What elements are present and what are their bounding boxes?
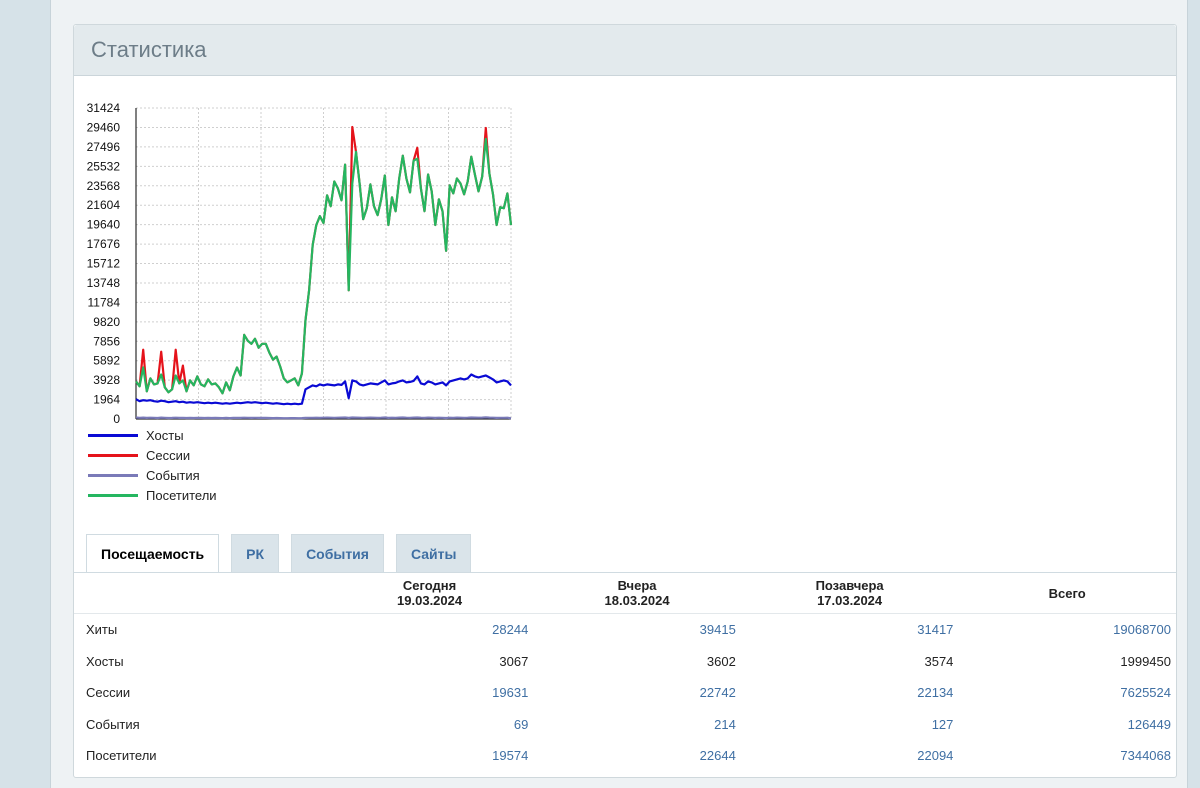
- tab-attendance[interactable]: Посещаемость: [86, 534, 220, 573]
- row-label-sessions: Сессии: [86, 685, 131, 701]
- events-total[interactable]: 126449: [1127, 716, 1171, 732]
- right-gutter: [1187, 0, 1200, 788]
- legend-events-label: События: [146, 467, 200, 483]
- events-day-before[interactable]: 127: [931, 716, 954, 732]
- visitors-today[interactable]: 19574: [492, 748, 529, 764]
- legend-visitors-swatch: [88, 493, 138, 497]
- hits-day-before[interactable]: 31417: [917, 622, 954, 638]
- legend-item-visitors: Посетители: [88, 485, 217, 505]
- table-row: Посетители 19574 22644 22094 7344068: [74, 740, 1176, 772]
- header-total: Всего: [958, 573, 1176, 614]
- y-tick-label: 13748: [87, 276, 121, 290]
- hosts-yesterday: 3602: [706, 653, 736, 669]
- sessions-total[interactable]: 7625524: [1120, 685, 1171, 701]
- header-empty: [74, 573, 326, 614]
- header-today: Сегодня 19.03.2024: [325, 573, 534, 614]
- y-tick-label: 19640: [87, 218, 121, 232]
- visitors-yesterday[interactable]: 22644: [699, 748, 736, 764]
- legend-item-events: События: [88, 465, 217, 485]
- left-gutter: [0, 0, 51, 788]
- legend-hosts-label: Хосты: [146, 427, 184, 443]
- chart-svg: 3142429460274962553223568216041964017676…: [87, 101, 527, 442]
- y-tick-label: 15712: [87, 257, 121, 271]
- y-tick-label: 11784: [88, 295, 121, 309]
- hosts-today: 3067: [499, 653, 529, 669]
- attendance-chart: 31424 29460 27496 25532 23568 21604 19640 17676…: [84, 95, 544, 442]
- y-tick-label: 31424: [87, 101, 121, 115]
- y-tick-label: 5892: [93, 354, 120, 368]
- stats-table-area: Сегодня 19.03.2024 Вчера 18.03.2024 Позавч…: [74, 572, 1176, 772]
- tab-sites[interactable]: Сайты: [395, 534, 472, 572]
- row-label-visitors: Посетители: [86, 748, 157, 764]
- row-label-events: События: [86, 716, 140, 732]
- y-tick-label: 3928: [93, 373, 120, 387]
- sessions-day-before[interactable]: 22134: [917, 685, 954, 701]
- visitors-series-line: [135, 137, 513, 395]
- legend-item-sessions: Сессии: [88, 445, 217, 465]
- hits-total[interactable]: 19068700: [1113, 622, 1171, 638]
- table-row: События 69 214 127 126449: [74, 709, 1176, 741]
- tab-ad-campaigns[interactable]: РК: [231, 534, 280, 572]
- events-yesterday[interactable]: 214: [714, 716, 736, 732]
- legend-item-hosts: Хосты: [88, 425, 217, 445]
- visitors-day-before[interactable]: 22094: [917, 748, 954, 764]
- table-row: Сессии 19631 22742 22134 7625524: [74, 677, 1176, 709]
- legend-visitors-label: Посетители: [146, 487, 217, 503]
- y-tick-label: 27496: [87, 140, 121, 154]
- table-row: Хиты 28244 39415 31417 19068700: [74, 614, 1176, 646]
- legend-events-swatch: [88, 473, 138, 477]
- hits-today[interactable]: 28244: [492, 622, 529, 638]
- hosts-total: 1999450: [1120, 653, 1171, 669]
- legend-hosts-swatch: [88, 433, 138, 437]
- legend-sessions-swatch: [88, 453, 138, 457]
- hosts-series-line: [135, 373, 512, 406]
- events-series-line: [135, 416, 512, 420]
- header-yesterday: Вчера 18.03.2024: [533, 573, 741, 614]
- row-label-hosts: Хосты: [86, 653, 124, 669]
- events-today[interactable]: 69: [513, 716, 529, 732]
- y-tick-label: 1964: [93, 393, 120, 407]
- y-tick-label: 17676: [87, 237, 121, 251]
- y-tick-label: 25532: [87, 159, 121, 173]
- statistics-panel: Статистика 31424 29460 27496 25532 23568 2160…: [73, 24, 1177, 778]
- y-tick-label: 7856: [93, 334, 120, 348]
- y-tick-label: 9820: [93, 315, 120, 329]
- panel-title: Статистика: [91, 37, 207, 62]
- y-tick-label: 23568: [87, 179, 121, 193]
- hosts-day-before: 3574: [924, 653, 954, 669]
- legend-sessions-label: Сессии: [146, 447, 191, 463]
- visitors-total[interactable]: 7344068: [1120, 748, 1171, 764]
- y-tick-label: 21604: [87, 198, 121, 212]
- tab-events[interactable]: События: [291, 534, 384, 572]
- row-label-hits: Хиты: [86, 622, 118, 638]
- stats-table: Сегодня 19.03.2024 Вчера 18.03.2024 Позавч…: [74, 573, 1176, 772]
- stats-tabs: Посещаемость РК События Сайты: [86, 534, 483, 573]
- hits-yesterday[interactable]: 39415: [699, 622, 736, 638]
- header-day-before: Позавчера 17.03.2024: [740, 573, 959, 614]
- table-header-row: Сегодня 19.03.2024 Вчера 18.03.2024 Позавч…: [74, 573, 1176, 614]
- y-tick-label: 29460: [87, 120, 121, 134]
- panel-header: Статистика: [74, 25, 1176, 76]
- sessions-yesterday[interactable]: 22742: [699, 685, 736, 701]
- y-tick-label: 0: [113, 412, 120, 425]
- table-row: Хосты 3067 3602 3574 1999450: [74, 646, 1176, 678]
- sessions-today[interactable]: 19631: [492, 685, 529, 701]
- chart-legend: Хосты Сессии События Посетители: [88, 425, 217, 505]
